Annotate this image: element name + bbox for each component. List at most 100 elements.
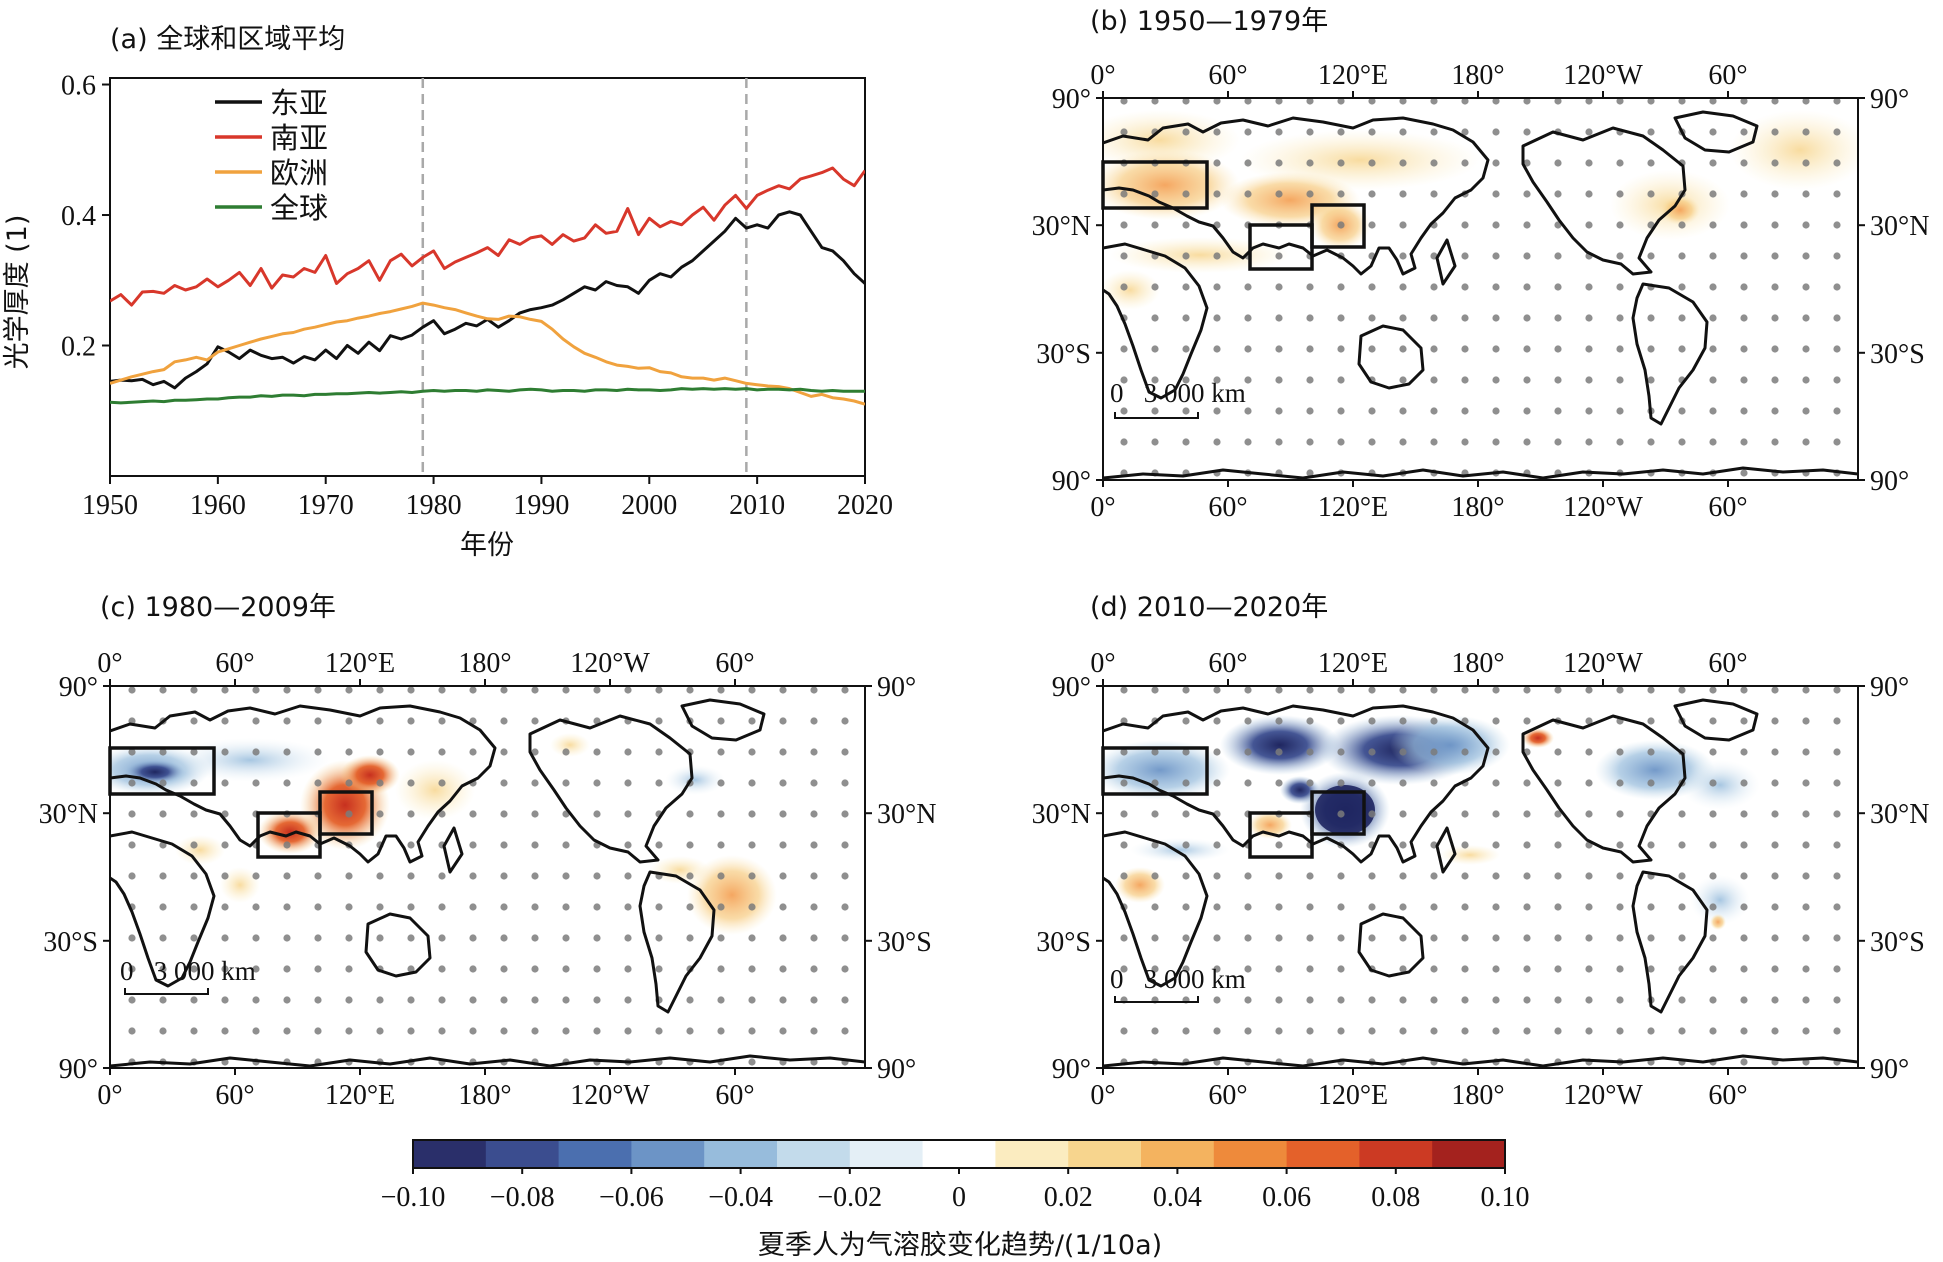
lon-tick-label: 120°E (325, 648, 395, 679)
axes: 1950 1960 1970 1980 1990 2000 2010 2020 0.2 0.4 0.… (61, 71, 893, 521)
lon-tick-label: 120°W (570, 1080, 650, 1111)
colorbar-cell (1068, 1140, 1142, 1168)
colorbar-cell (1432, 1140, 1506, 1168)
lat-tick-label: 90° (1870, 84, 1909, 115)
x-tick-label: 1970 (298, 490, 354, 521)
lat-tick-label: 90° (1052, 84, 1091, 115)
region-box-east-asia (1310, 203, 1366, 249)
y-axis-label: 光学厚度 (1) (2, 215, 33, 370)
lon-tick-label: 120°E (1318, 648, 1388, 679)
colorbar-tick-label: 0.10 (1481, 1182, 1530, 1213)
lat-tick-label: 30°N (1870, 799, 1929, 830)
lon-tick-label: 0° (97, 648, 122, 679)
lat-tick-label: 30°S (1870, 927, 1925, 958)
scalebar-d: 0 3 000 km (1110, 964, 1246, 1003)
lat-tick-label: 90° (1870, 1054, 1909, 1085)
series-lines (110, 166, 865, 406)
colorbar-tick-label: 0.04 (1153, 1182, 1202, 1213)
lon-tick-label: 120°E (1318, 60, 1388, 91)
map-d-field (1103, 686, 1858, 1068)
lon-tick-label: 60° (1208, 492, 1247, 523)
lon-tick-label: 120°E (1318, 1080, 1388, 1111)
colorbar-label: 夏季人为气溶胶变化趋势/(1/10a) (758, 1230, 1162, 1261)
region-box-east-asia (318, 790, 374, 836)
colorbar: −0.10 −0.08 −0.06 −0.04 −0.02 0 0.02 0.04 0.06 0.… (381, 1139, 1530, 1213)
colorbar-tick-label: 0 (952, 1182, 966, 1213)
map-d-ticks: 0° 0° 60° 60° 120°E 120°E 180° 180° 120°W 120°W 60… (1032, 648, 1930, 1111)
legend-label: 欧洲 (270, 156, 328, 190)
panel-c-title: (c) 1980—2009年 (100, 592, 336, 623)
lon-tick-label: 120°E (325, 1080, 395, 1111)
colorbar-cell (558, 1140, 632, 1168)
lat-tick-label: 90° (877, 1054, 916, 1085)
scalebar-c: 0 3 000 km (120, 956, 256, 995)
lat-tick-label: 30°N (1032, 799, 1091, 830)
lon-tick-label: 120°E (1318, 492, 1388, 523)
panel-a: (a) 全球和区域平均 1950 1960 1970 1980 1990 2000 2010… (2, 24, 893, 561)
panel-a-frame (109, 77, 866, 477)
lat-tick-label: 30°S (1036, 339, 1091, 370)
x-tick-label: 1950 (82, 490, 138, 521)
x-axis-label: 年份 (460, 530, 514, 561)
panel-a-title: (a) 全球和区域平均 (110, 24, 345, 55)
lon-tick-label: 120°W (1563, 1080, 1643, 1111)
map-b-field (1103, 98, 1858, 480)
colorbar-cell (704, 1140, 778, 1168)
lon-tick-label: 180° (1451, 648, 1504, 679)
legend-label: 南亚 (270, 121, 328, 155)
colorbar-tick-label: −0.06 (599, 1182, 664, 1213)
colorbar-tick-label: −0.02 (817, 1182, 882, 1213)
lat-tick-label: 30°N (1870, 211, 1929, 242)
x-tick-label: 1990 (513, 490, 569, 521)
lon-tick-label: 60° (1708, 648, 1747, 679)
colorbar-cell (413, 1140, 487, 1168)
lon-tick-label: 120°W (1563, 492, 1643, 523)
svg-text:0 3 000 km: 0 3 000 km (1110, 964, 1246, 994)
lon-tick-label: 0° (1090, 60, 1115, 91)
y-tick-label: 0.2 (61, 332, 96, 363)
region-box-europe (108, 746, 216, 796)
colorbar-tick-label: −0.04 (708, 1182, 773, 1213)
lon-tick-label: 180° (1451, 1080, 1504, 1111)
lat-tick-label: 90° (877, 672, 916, 703)
lon-tick-label: 0° (1090, 492, 1115, 523)
lon-tick-label: 120°W (1563, 60, 1643, 91)
colorbar-cell (485, 1140, 560, 1168)
y-tick-label: 0.4 (61, 201, 96, 232)
x-tick-label: 2000 (621, 490, 677, 521)
lon-tick-label: 60° (1708, 60, 1747, 91)
lat-tick-label: 30°S (877, 927, 932, 958)
lat-tick-label: 90° (1870, 672, 1909, 703)
panel-d: (d) 2010—2020年 0 3 000 k (1032, 592, 1930, 1111)
scalebar-b: 0 3 000 km (1110, 378, 1246, 419)
lon-tick-label: 180° (1451, 60, 1504, 91)
lat-tick-label: 90° (59, 1054, 98, 1085)
lon-tick-label: 60° (1708, 492, 1747, 523)
svg-text:0 3 000 km: 0 3 000 km (1110, 378, 1246, 408)
lon-tick-label: 60° (715, 1080, 754, 1111)
lat-tick-label: 90° (1052, 672, 1091, 703)
colorbar-cell (1213, 1140, 1288, 1168)
lat-tick-label: 30°N (877, 799, 936, 830)
colorbar-cell (922, 1140, 996, 1168)
series-line (110, 387, 865, 405)
lon-tick-label: 180° (1451, 492, 1504, 523)
lon-tick-label: 60° (1208, 648, 1247, 679)
map-c-ticks: 0° 0° 60° 60° 120°E 120°E 180° 180° 120°W 120°W 60… (39, 648, 937, 1111)
lat-tick-label: 30°N (1032, 211, 1091, 242)
colorbar-cell (777, 1140, 851, 1168)
series-line (110, 301, 865, 406)
colorbar-tick-label: 0.08 (1371, 1182, 1420, 1213)
colorbar-tick-label: −0.08 (490, 1182, 555, 1213)
region-box-east-asia (1310, 790, 1366, 836)
region-box-europe (1101, 160, 1209, 210)
lon-tick-label: 120°W (1563, 648, 1643, 679)
lon-tick-label: 180° (458, 1080, 511, 1111)
colorbar-tick-label: 0.02 (1044, 1182, 1093, 1213)
lat-tick-label: 90° (59, 672, 98, 703)
map-b-ticks: 0° 0° 60° 60° 120°E 120°E 180° 180° 120°W 120°W 60… (1032, 60, 1930, 523)
map-b-frame (1102, 97, 1859, 481)
colorbar-tick-label: −0.10 (381, 1182, 446, 1213)
